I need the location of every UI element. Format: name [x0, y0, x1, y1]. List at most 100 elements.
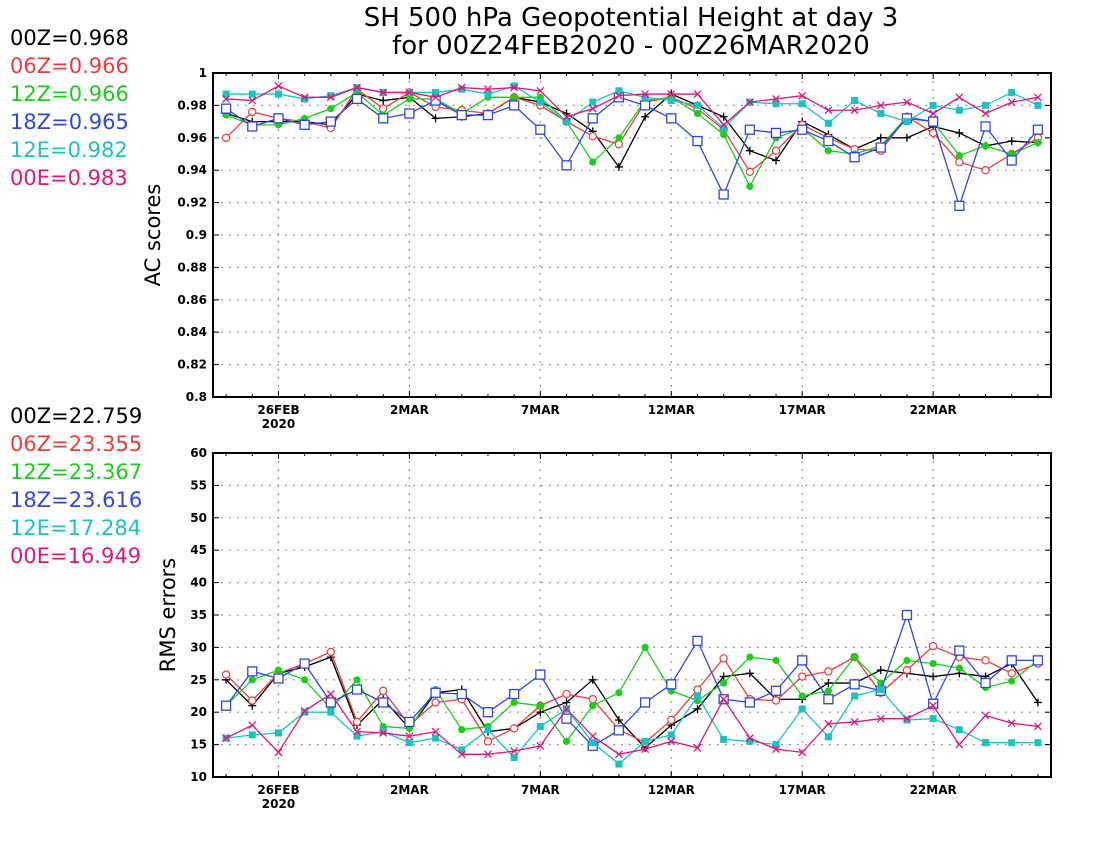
- rms-point-18z: [1032, 655, 1044, 666]
- ac-line-00e: [226, 85, 1039, 126]
- rms-point-06z: [928, 641, 938, 651]
- rms-point-12z: [510, 698, 518, 707]
- ac-point-18z: [351, 93, 363, 105]
- rms-point-12e: [301, 708, 309, 716]
- rms-ytick-label: 40: [190, 576, 207, 590]
- ac-series-18z: [220, 92, 1044, 211]
- ac-point-00e: [562, 112, 571, 121]
- ac-legend-00e: 00E=0.983: [10, 166, 128, 190]
- rms-point-12z: [955, 664, 963, 672]
- rms-point-00z: [562, 698, 571, 707]
- ac-ytick-label: 0.82: [177, 358, 207, 372]
- rms-point-12e: [353, 732, 361, 740]
- rms-point-12e: [1008, 739, 1016, 747]
- ac-point-00e: [929, 109, 938, 118]
- ac-point-00z: [379, 96, 388, 105]
- rms-point-12e: [929, 715, 937, 723]
- ac-legend-12z: 12Z=0.966: [10, 82, 129, 106]
- ac-point-18z: [247, 121, 258, 132]
- ac-point-12e: [301, 95, 309, 103]
- rms-point-12z: [301, 676, 309, 684]
- rms-legend-18z: 18Z=23.616: [10, 488, 143, 512]
- rms-point-12e: [1034, 739, 1042, 747]
- rms-point-00e: [588, 732, 597, 741]
- rms-legend-12z: 12Z=23.367: [10, 460, 143, 484]
- ac-point-12z: [955, 152, 963, 160]
- rms-point-18z: [535, 669, 546, 680]
- rms-point-00e: [798, 748, 807, 757]
- rms-point-12z: [746, 653, 754, 661]
- rms-point-00z: [693, 704, 702, 713]
- ac-ytick-label: 0.9: [186, 228, 207, 242]
- ac-point-12e: [1008, 88, 1016, 96]
- ac-point-12e: [824, 119, 832, 127]
- ac-point-12e: [982, 101, 990, 109]
- rms-ytick-label: 25: [190, 673, 207, 687]
- ac-point-12z: [615, 134, 623, 142]
- rms-point-18z: [744, 697, 755, 708]
- ac-point-06z: [745, 167, 755, 177]
- rms-point-12z: [562, 737, 571, 745]
- rms-point-12e: [484, 726, 492, 734]
- ac-point-12e: [877, 110, 885, 117]
- rms-ytick-label: 45: [190, 543, 207, 557]
- ac-point-12z: [693, 109, 702, 118]
- rms-point-12z: [274, 666, 283, 674]
- rms-point-00e: [405, 732, 414, 741]
- rms-point-12e: [458, 746, 466, 754]
- ac-legend-06z: 06Z=0.966: [10, 54, 129, 78]
- rms-point-06z: [483, 737, 493, 746]
- rms-point-06z: [1007, 669, 1016, 678]
- ac-point-00e: [745, 98, 754, 107]
- rms-point-00z: [614, 715, 623, 724]
- ac-point-00e: [588, 104, 597, 113]
- rms-line-00e: [225, 693, 1038, 756]
- ac-xtick-label: 22MAR: [910, 403, 957, 417]
- ac-legend: 00Z=0.968 06Z=0.966 12Z=0.966 18Z=0.965 …: [10, 24, 129, 192]
- rms-ytick-label: 30: [190, 640, 207, 654]
- ac-point-18z: [849, 152, 860, 163]
- rms-point-18z: [1006, 655, 1017, 666]
- rms-point-18z: [980, 677, 991, 689]
- ac-point-12z: [746, 182, 754, 190]
- ac-ytick-label: 0.86: [177, 293, 207, 307]
- ac-series-12z: [222, 88, 1042, 190]
- ac-point-06z: [771, 146, 781, 155]
- rms-point-12e: [667, 731, 675, 739]
- rms-point-00z: [876, 666, 885, 675]
- ac-point-00e: [1033, 93, 1042, 102]
- rms-point-00z: [745, 669, 754, 678]
- ac-point-12e: [536, 98, 544, 106]
- rms-point-12e: [379, 728, 387, 736]
- ac-point-00e: [248, 96, 257, 105]
- ac-point-00z: [772, 156, 781, 165]
- chart-title-line2: for 00Z24FEB2020 - 00Z26MAR2020: [392, 31, 870, 61]
- ac-point-18z: [875, 142, 886, 153]
- ac-point-18z: [273, 113, 284, 124]
- rms-line-12e: [226, 688, 1038, 765]
- ac-xtick-sublabel: 2020: [262, 417, 295, 431]
- rms-ytick-label: 50: [190, 511, 207, 525]
- ac-point-06z: [248, 107, 257, 117]
- rms-point-12e: [615, 760, 623, 768]
- rms-point-12z: [641, 643, 649, 652]
- rms-point-00e: [300, 706, 309, 715]
- rms-point-00z: [1033, 698, 1042, 707]
- ac-point-12e: [851, 97, 859, 105]
- rms-point-12e: [851, 692, 859, 700]
- ac-point-12e: [641, 93, 649, 101]
- rms-point-18z: [378, 697, 389, 708]
- ac-point-12e: [1034, 101, 1042, 109]
- ac-xtick-label: 2MAR: [390, 403, 429, 417]
- rms-point-00e: [562, 705, 571, 713]
- ac-point-00e: [484, 85, 492, 94]
- rms-point-12z: [589, 702, 597, 710]
- ac-point-00z: [876, 133, 885, 142]
- ac-point-00z: [1007, 137, 1016, 146]
- rms-point-12e: [798, 705, 806, 713]
- ac-point-18z: [509, 100, 520, 111]
- ac-point-00e: [719, 120, 728, 129]
- rms-point-00e: [457, 750, 466, 759]
- rms-point-06z: [379, 686, 388, 696]
- ac-point-12z: [405, 95, 414, 103]
